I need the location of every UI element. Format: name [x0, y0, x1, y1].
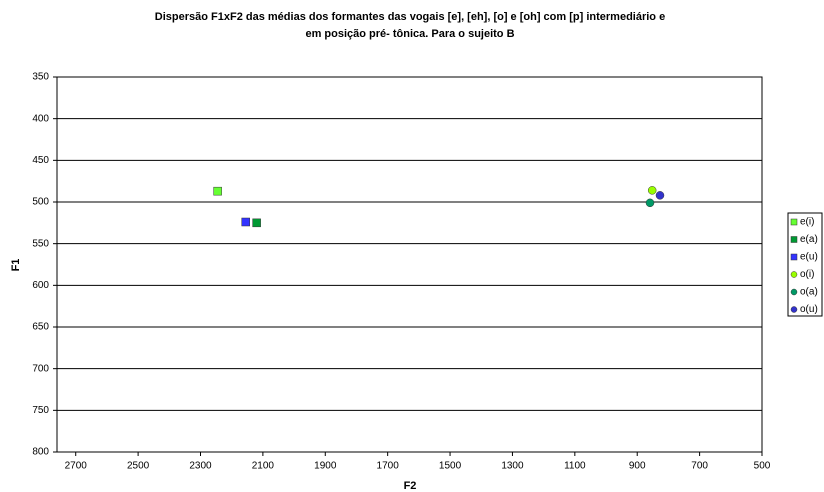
legend-label: e(u): [800, 252, 818, 263]
x-tick-label: 1900: [314, 461, 337, 472]
point: [655, 191, 665, 200]
legend-marker: [790, 253, 798, 261]
y-axis-title: F1: [10, 259, 22, 272]
legend-label: o(i): [800, 269, 814, 280]
x-tick-label: 2100: [252, 461, 275, 472]
point: [647, 186, 657, 195]
legend-label: o(u): [800, 304, 818, 315]
x-tick-label: 1700: [377, 461, 400, 472]
x-tick-label: 2300: [189, 461, 212, 472]
y-tick-label: 450: [32, 155, 49, 166]
x-tick-label: 500: [754, 461, 771, 472]
y-tick-label: 350: [32, 72, 49, 83]
x-tick-label: 700: [691, 461, 708, 472]
x-axis-title: F2: [404, 480, 417, 492]
y-tick-label: 600: [32, 280, 49, 291]
plot-area: [56, 76, 763, 453]
legend-label: e(i): [800, 217, 814, 228]
y-tick-label: 650: [32, 322, 49, 333]
x-tick-label: 2500: [127, 461, 150, 472]
x-tick-label: 1300: [501, 461, 524, 472]
point: [645, 198, 655, 208]
legend-label: o(a): [800, 287, 818, 298]
y-tick-label: 500: [32, 197, 49, 208]
y-tick-label: 800: [32, 447, 49, 458]
y-tick-label: 550: [32, 238, 49, 249]
chart-title: Dispersão F1xF2 das médias dos formantes…: [155, 11, 665, 23]
point: [252, 218, 261, 228]
legend-marker: [790, 306, 798, 313]
legend-box: [787, 212, 823, 317]
chart-title: em posição pré- tônica. Para o sujeito B: [305, 28, 514, 40]
x-tick-label: 2700: [65, 461, 88, 472]
legend-label: e(a): [800, 234, 818, 245]
legend-marker: [790, 236, 798, 243]
legend-marker: [790, 288, 798, 296]
point: [213, 186, 222, 196]
x-tick-label: 1500: [439, 461, 462, 472]
y-tick-label: 400: [32, 113, 49, 124]
legend-marker: [790, 271, 798, 278]
x-tick-label: 900: [629, 461, 646, 472]
point: [241, 217, 250, 227]
x-tick-label: 1100: [564, 461, 586, 472]
y-tick-label: 700: [32, 363, 49, 374]
legend-marker: [790, 218, 798, 226]
y-tick-label: 750: [32, 405, 49, 416]
